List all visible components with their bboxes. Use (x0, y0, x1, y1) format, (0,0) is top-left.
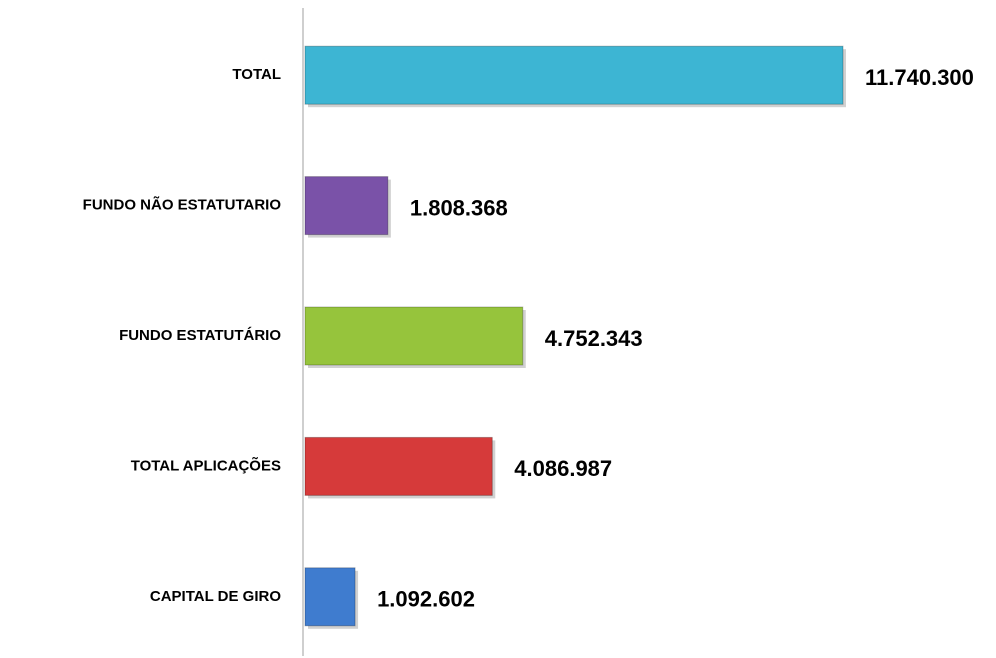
category-label: TOTAL APLICAÇÕES (131, 456, 281, 474)
bar (304, 567, 356, 627)
bar (304, 176, 389, 236)
value-label: 4.086.987 (514, 456, 612, 481)
value-label: 1.808.368 (410, 195, 508, 220)
category-label: CAPITAL DE GIRO (150, 588, 281, 605)
category-label: FUNDO NÃO ESTATUTARIO (83, 196, 282, 214)
value-label: 1.092.602 (377, 587, 475, 612)
bar (304, 436, 493, 496)
category-label: TOTAL (232, 66, 281, 83)
category-label: FUNDO ESTATUTÁRIO (119, 327, 281, 344)
value-label: 11.740.300 (865, 65, 974, 90)
bar (304, 306, 524, 366)
bar (304, 45, 844, 105)
value-label: 4.752.343 (545, 326, 643, 351)
